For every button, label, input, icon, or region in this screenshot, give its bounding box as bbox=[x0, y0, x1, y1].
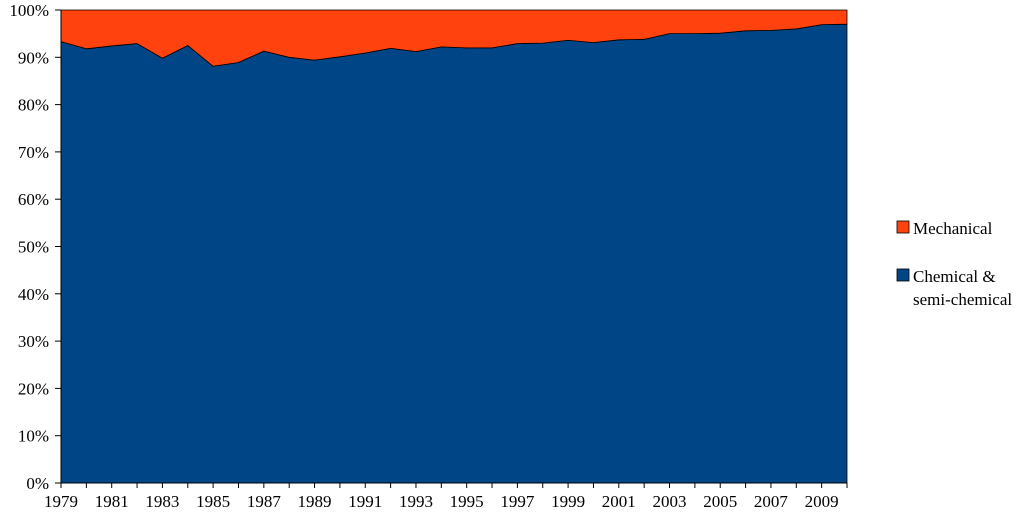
legend-swatch bbox=[896, 220, 910, 234]
x-tick-label: 1991 bbox=[348, 492, 382, 511]
x-tick-label: 2009 bbox=[805, 492, 839, 511]
x-tick-label: 2005 bbox=[703, 492, 737, 511]
x-tick-label: 2003 bbox=[653, 492, 687, 511]
y-tick-label: 80% bbox=[18, 96, 49, 115]
y-tick-label: 50% bbox=[18, 238, 49, 257]
legend-swatch bbox=[896, 268, 910, 282]
y-tick-label: 60% bbox=[18, 190, 49, 209]
y-tick-label: 40% bbox=[18, 285, 49, 304]
y-tick-label: 0% bbox=[26, 474, 49, 493]
y-tick-label: 30% bbox=[18, 332, 49, 351]
x-tick-label: 2001 bbox=[602, 492, 636, 511]
legend-label: Mechanical bbox=[913, 219, 993, 238]
area-series-mechanical bbox=[60, 9, 848, 67]
x-tick-label: 1999 bbox=[551, 492, 585, 511]
y-tick-label: 90% bbox=[18, 48, 49, 67]
legend-label: semi-chemical bbox=[913, 290, 1012, 309]
x-tick-label: 1979 bbox=[44, 492, 78, 511]
y-tick-label: 100% bbox=[9, 1, 49, 20]
x-tick-label: 1995 bbox=[450, 492, 484, 511]
x-tick-label: 1985 bbox=[196, 492, 230, 511]
area-series-chemical-semi-chemical bbox=[60, 23, 848, 484]
x-tick-label: 1983 bbox=[145, 492, 179, 511]
x-tick-label: 1981 bbox=[95, 492, 129, 511]
x-tick-label: 1997 bbox=[500, 492, 535, 511]
x-tick-label: 1989 bbox=[298, 492, 332, 511]
x-tick-label: 1993 bbox=[399, 492, 433, 511]
legend: Mechanical Chemical & semi-chemical bbox=[896, 219, 1012, 309]
y-tick-label: 10% bbox=[18, 427, 49, 446]
x-tick-label: 1987 bbox=[247, 492, 282, 511]
y-tick-label: 20% bbox=[18, 379, 49, 398]
legend-label: Chemical & bbox=[913, 267, 996, 286]
y-tick-label: 70% bbox=[18, 143, 49, 162]
x-tick-label: 2007 bbox=[754, 492, 789, 511]
